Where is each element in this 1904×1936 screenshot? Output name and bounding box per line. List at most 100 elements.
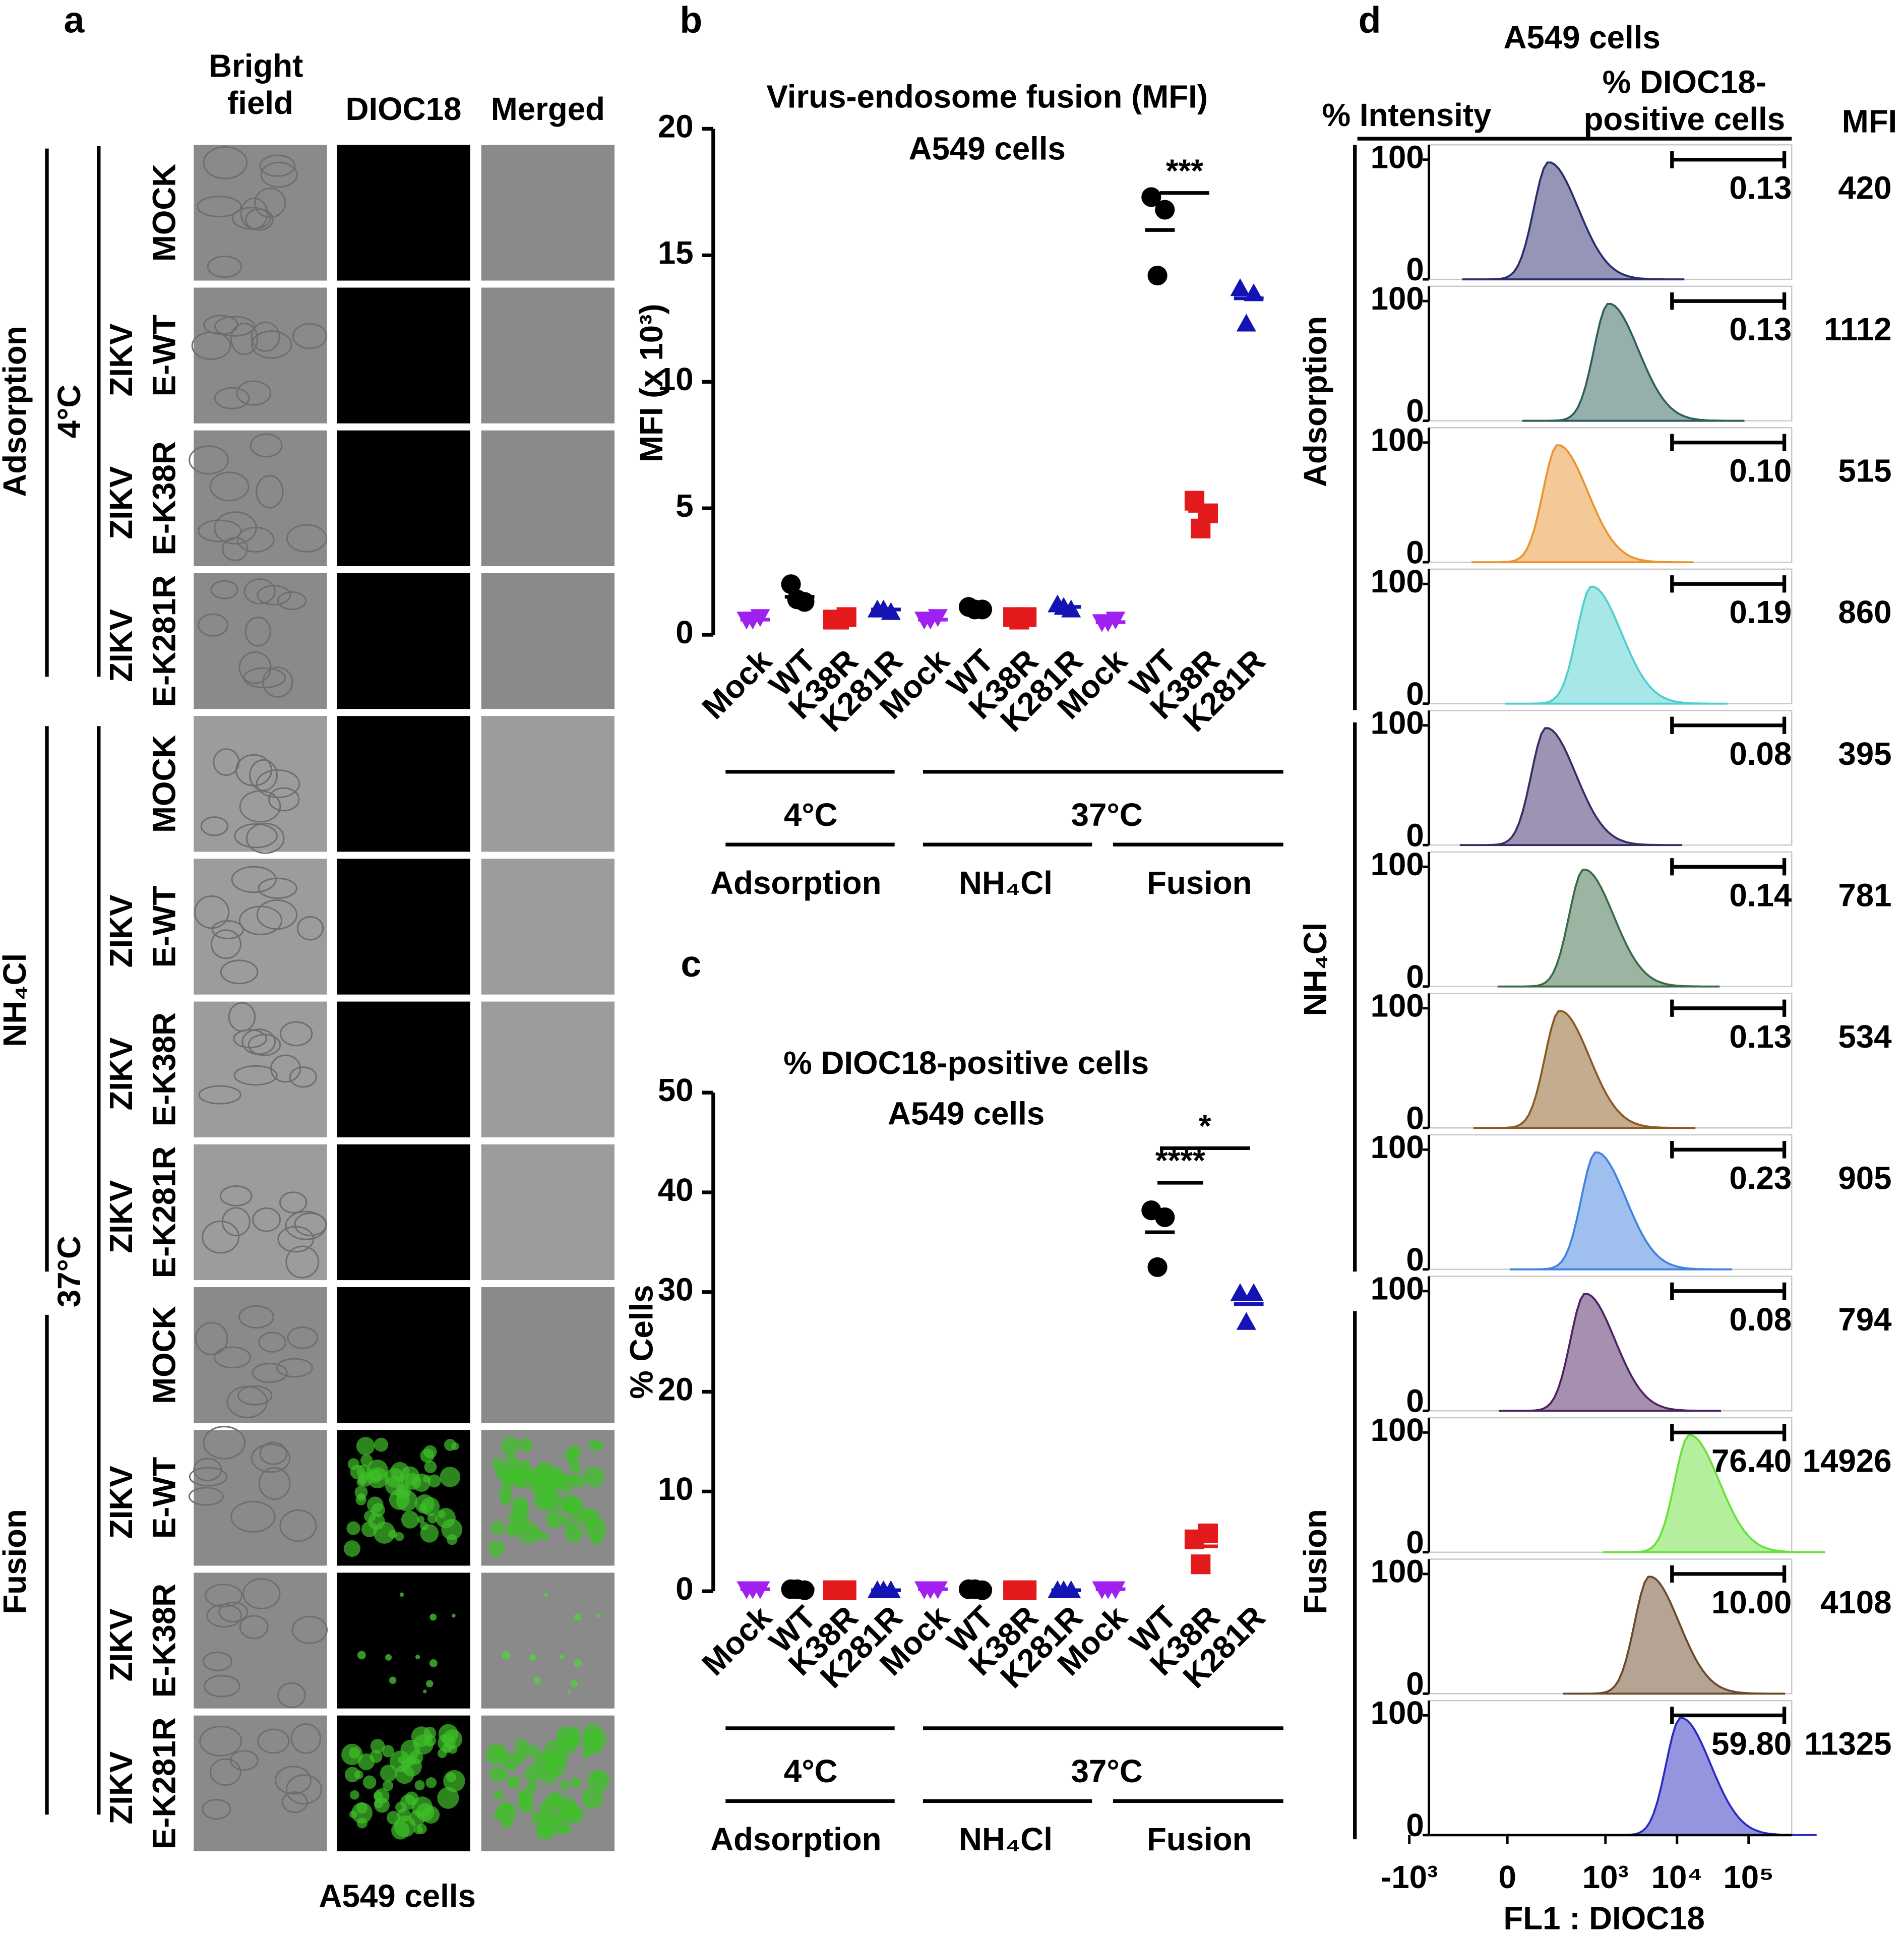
fluorescence-spot <box>545 1510 564 1529</box>
histogram <box>1603 1434 1825 1553</box>
fluorescence-spot <box>564 1524 583 1543</box>
y-tick-label: 0 <box>1406 676 1424 712</box>
mfi-value: 11325 <box>1804 1726 1891 1762</box>
row-label: MOCK <box>146 735 182 833</box>
bright-field-image <box>194 859 327 995</box>
cell-outline <box>237 1385 273 1406</box>
fluorescence-spot <box>591 1534 602 1545</box>
fluorescence-spot <box>400 1466 420 1486</box>
fluorescence-spot <box>351 1802 373 1824</box>
y-tick-label: 100 <box>1371 564 1424 599</box>
bright-field-image <box>194 1287 327 1423</box>
chart-title: Virus-endosome fusion (MFI) <box>767 79 1208 115</box>
fluorescence-spot <box>518 1437 533 1452</box>
cell-outline <box>250 433 283 458</box>
fluorescence-spot <box>350 1790 359 1800</box>
fluorescence-spot <box>511 1496 528 1513</box>
cell-outline <box>189 1467 227 1487</box>
y-tick-label: 0 <box>1406 1383 1424 1419</box>
fluorescence-spot <box>429 1613 437 1621</box>
fluorescence-spot <box>518 1791 528 1801</box>
group-label: NH₄Cl <box>959 865 1053 901</box>
panel-label: b <box>680 0 702 40</box>
cell-outline <box>220 1185 253 1206</box>
fluorescence-spot <box>490 1521 505 1535</box>
column-header: Merged <box>491 91 605 127</box>
fluorescence-spot <box>367 1467 388 1489</box>
y-tick-label: 100 <box>1371 846 1424 882</box>
row-label: MOCK <box>146 164 182 262</box>
data-point <box>781 574 801 594</box>
fluorescence-spot <box>508 1510 520 1523</box>
percent-positive: 0.14 <box>1729 877 1792 913</box>
fluorescence-spot <box>529 1476 549 1495</box>
cell-outline <box>193 1458 222 1482</box>
dioc18-image <box>337 573 470 709</box>
cell-outline <box>218 1601 248 1623</box>
fluorescence-spot <box>588 1439 601 1451</box>
y-tick-label: 0 <box>1406 1666 1424 1702</box>
data-point <box>1198 1523 1218 1544</box>
cell-outline <box>289 1066 318 1088</box>
fluorescence-spot <box>560 1655 565 1660</box>
fluorescence-spot <box>429 1659 438 1667</box>
cell-outline <box>277 1682 306 1708</box>
y-tick-label: 100 <box>1371 1129 1424 1165</box>
fluorescence-spot <box>425 1777 437 1788</box>
cell-outline <box>238 1305 274 1329</box>
cell-outline <box>279 1021 313 1047</box>
cell-outline <box>239 1615 269 1640</box>
cell-outline <box>209 471 250 502</box>
fluorescence-spot <box>423 1689 427 1693</box>
y-tick-label: 5 <box>675 488 693 524</box>
mfi-value: 395 <box>1838 736 1891 772</box>
y-tick-label: 0 <box>1406 1100 1424 1136</box>
text-line: MOCK <box>146 1306 182 1404</box>
merged-image <box>481 859 615 995</box>
row-label: ZIKV E-WT <box>103 886 182 968</box>
cell-outline <box>194 895 230 929</box>
group-label: Fusion <box>1298 1509 1333 1614</box>
cell-outline <box>230 1500 276 1533</box>
cell-outline <box>220 959 259 985</box>
fluorescence-spot <box>374 1437 388 1452</box>
cell-outline <box>277 591 307 611</box>
group-label: Fusion <box>0 1509 33 1614</box>
merged-image <box>481 287 615 424</box>
row-label: ZIKV E-K281R <box>103 1717 182 1849</box>
cell-outline <box>257 1728 290 1754</box>
fluorescence-spot <box>517 1522 540 1544</box>
data-point <box>1244 1283 1264 1301</box>
row-label: MOCK <box>146 1306 182 1404</box>
cell-outline <box>251 321 280 352</box>
bright-field-image <box>194 573 327 709</box>
row-label: ZIKV E-K281R <box>103 1146 182 1279</box>
group-label: 37°C <box>1071 1753 1143 1789</box>
chart-subtitle: A549 cells <box>888 1096 1045 1132</box>
text-line: ZIKV <box>103 315 139 397</box>
cell-outline <box>248 1034 281 1056</box>
fluorescence-spot <box>415 1655 420 1660</box>
merged-image <box>481 145 615 281</box>
cell-outline <box>279 1191 308 1214</box>
x-tick-label: 10³ <box>1582 1859 1629 1895</box>
fluorescence-spot <box>554 1750 568 1765</box>
percent-positive: 0.13 <box>1729 312 1792 347</box>
fluorescence-spot <box>423 1445 437 1459</box>
column-header: DIOC18 <box>346 91 462 127</box>
fluorescence-spot <box>348 1747 360 1759</box>
chart-title: % DIOC18-positive cells <box>783 1045 1149 1081</box>
fluorescence-spot <box>494 1790 504 1800</box>
fluorescence-spot <box>366 1496 384 1513</box>
text-line: % DIOC18- <box>1603 64 1766 100</box>
column-header: Bright field <box>209 48 312 120</box>
cell-outline <box>188 1487 224 1506</box>
fluorescence-spot <box>343 1540 360 1557</box>
cell-outline <box>199 1725 242 1757</box>
percent-positive: 0.23 <box>1729 1160 1792 1196</box>
fluorescence-spot <box>553 1810 570 1827</box>
text-line: E-K38R <box>146 1012 182 1126</box>
mfi-value: 794 <box>1838 1302 1892 1338</box>
fluorescence-spot <box>370 1750 383 1763</box>
cell-outline <box>238 905 283 935</box>
